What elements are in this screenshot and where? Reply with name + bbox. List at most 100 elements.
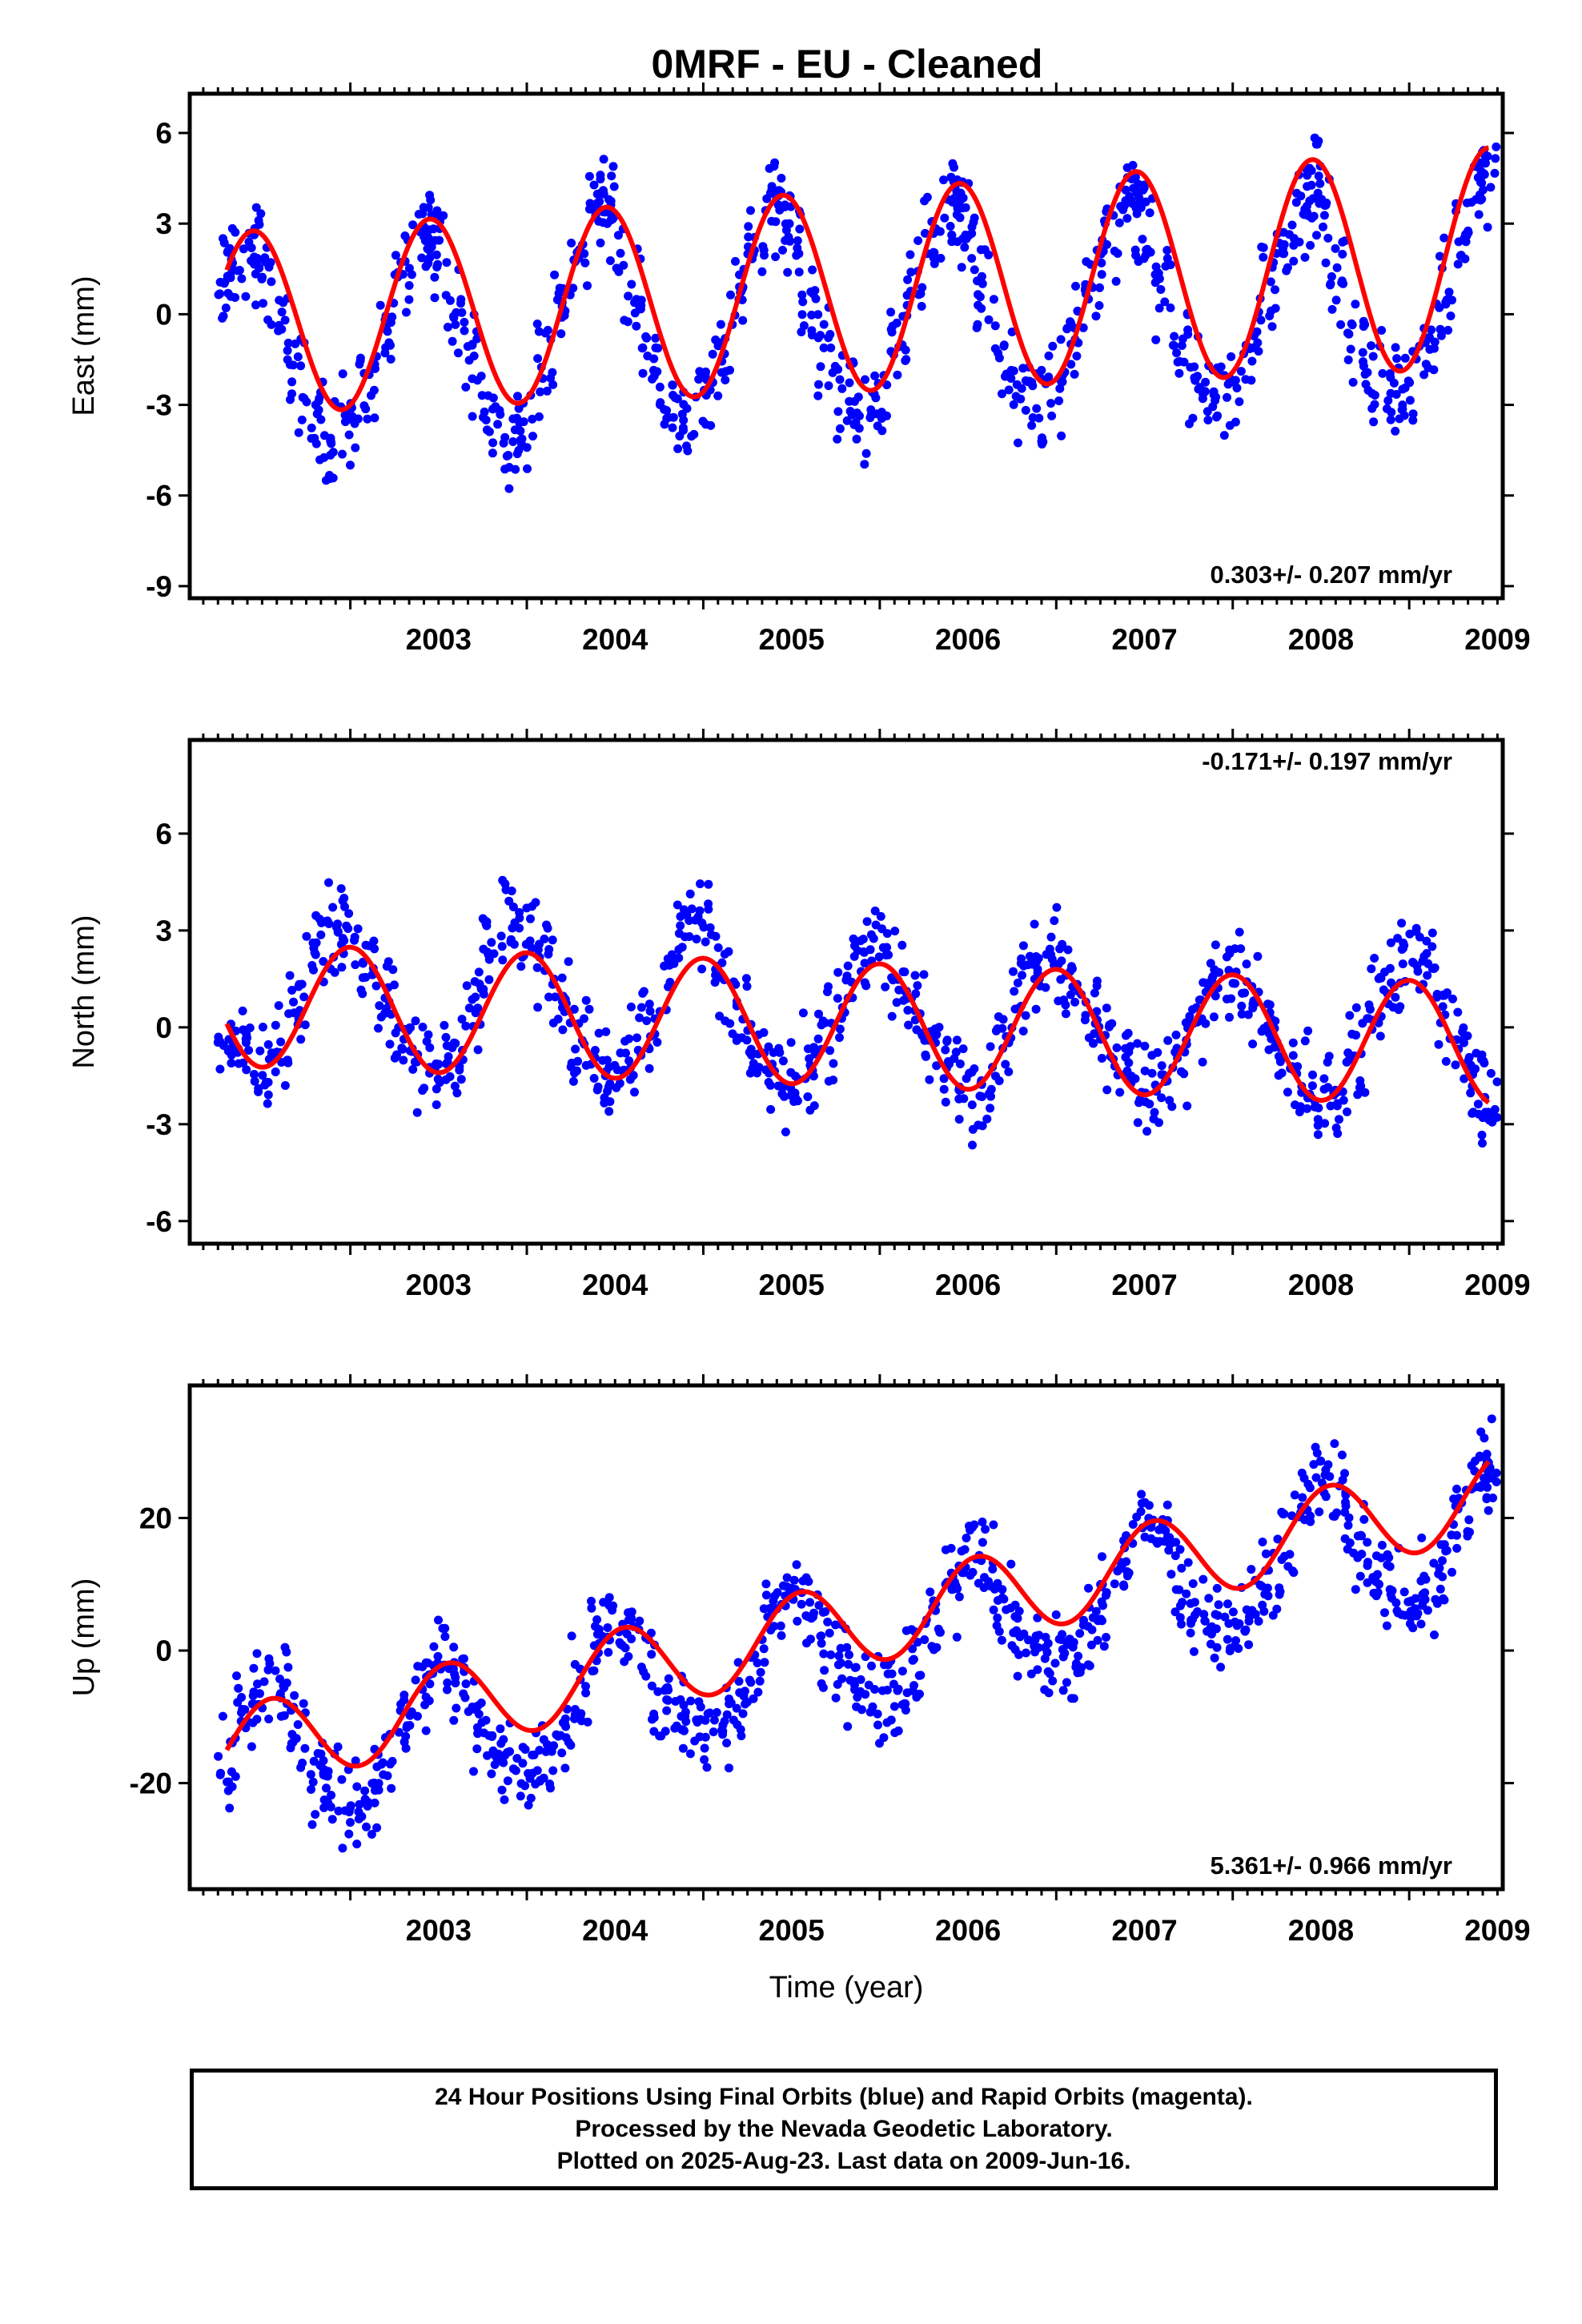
- data-point: [1367, 388, 1377, 398]
- data-point: [1098, 1552, 1106, 1562]
- data-point: [1419, 370, 1429, 380]
- data-point: [580, 258, 590, 267]
- data-point: [1439, 991, 1449, 1000]
- data-point: [947, 231, 957, 240]
- data-point: [814, 380, 823, 389]
- data-point: [342, 921, 351, 931]
- data-point: [888, 975, 897, 985]
- data-point: [247, 1742, 256, 1751]
- data-point: [791, 1072, 800, 1081]
- data-point: [835, 424, 845, 433]
- data-point: [1102, 1085, 1112, 1095]
- data-point: [1261, 1549, 1271, 1558]
- east-panel: 2003 2004 2005 2006 2007 2008 2009 -9 -6 -3 0 3 6 Eas…: [67, 82, 1531, 656]
- data-point: [1001, 1059, 1010, 1069]
- data-point: [1247, 1565, 1256, 1574]
- data-point: [990, 344, 1000, 353]
- data-point: [1363, 1561, 1372, 1570]
- data-point: [1211, 940, 1220, 950]
- data-point: [258, 1071, 267, 1080]
- data-point: [1459, 1023, 1468, 1032]
- data-point: [1171, 1030, 1181, 1039]
- data-point: [831, 1620, 840, 1630]
- data-point: [1477, 1130, 1487, 1140]
- data-point: [1054, 996, 1063, 1006]
- east-frame: [187, 91, 1505, 601]
- data-point: [1010, 987, 1019, 996]
- data-point: [571, 1044, 580, 1054]
- data-point: [817, 1638, 826, 1648]
- data-point: [819, 320, 829, 329]
- data-point: [615, 1079, 624, 1088]
- data-point: [417, 253, 427, 263]
- data-point: [1174, 368, 1184, 378]
- data-point: [761, 1590, 771, 1600]
- data-point: [242, 1065, 251, 1075]
- y-axis-label: Up (mm): [67, 1578, 101, 1697]
- data-point: [1170, 332, 1179, 341]
- data-point: [263, 1099, 272, 1108]
- data-point: [552, 295, 562, 304]
- data-point: [954, 1592, 964, 1602]
- data-point: [468, 412, 477, 421]
- data-point: [1331, 296, 1341, 305]
- data-point: [333, 927, 343, 936]
- data-point: [344, 909, 354, 919]
- data-point: [1391, 992, 1400, 1002]
- data-point: [818, 1683, 828, 1692]
- data-point: [1220, 1612, 1230, 1622]
- data-point: [476, 372, 486, 381]
- data-point: [786, 1038, 796, 1047]
- data-point: [1134, 192, 1143, 202]
- data-point: [668, 423, 677, 432]
- data-point: [850, 1685, 859, 1695]
- data-point: [823, 1617, 833, 1626]
- data-point: [1391, 390, 1401, 399]
- data-point: [1436, 1540, 1446, 1550]
- data-point: [1410, 1604, 1419, 1614]
- data-point: [1434, 1039, 1443, 1049]
- data-point: [717, 368, 726, 377]
- data-point: [1046, 932, 1056, 942]
- data-point: [1488, 1494, 1498, 1502]
- data-point: [711, 931, 721, 941]
- data-point: [535, 1746, 544, 1755]
- data-point: [1070, 369, 1079, 379]
- data-point: [1400, 383, 1410, 392]
- data-point: [988, 1564, 998, 1574]
- data-point: [499, 1758, 508, 1767]
- data-point: [603, 1623, 612, 1632]
- data-point: [809, 1101, 819, 1111]
- data-point: [804, 1577, 813, 1586]
- data-point: [520, 1781, 530, 1791]
- data-point: [1028, 413, 1038, 422]
- data-point: [334, 1806, 343, 1815]
- data-point: [350, 932, 359, 942]
- data-point: [826, 343, 836, 352]
- data-point: [1355, 1083, 1364, 1092]
- data-point: [1018, 364, 1028, 373]
- y-tick-label: 20: [139, 1502, 172, 1535]
- data-point: [781, 1128, 790, 1136]
- data-point: [852, 434, 861, 444]
- data-point: [541, 1747, 551, 1756]
- data-point: [1224, 966, 1234, 975]
- data-point: [894, 985, 904, 995]
- data-point: [1490, 1104, 1500, 1114]
- data-point: [476, 1699, 486, 1707]
- data-point: [605, 256, 615, 265]
- data-point: [1006, 1559, 1016, 1569]
- data-point: [887, 1669, 897, 1679]
- data-point: [1491, 154, 1500, 163]
- data-point: [1391, 426, 1400, 436]
- data-point: [742, 982, 752, 991]
- data-point: [1483, 223, 1492, 232]
- data-point: [748, 1063, 757, 1073]
- data-point: [528, 414, 537, 424]
- data-point: [561, 1722, 571, 1731]
- data-point: [1149, 1114, 1158, 1124]
- data-point: [542, 920, 551, 930]
- data-point: [503, 1776, 512, 1786]
- data-point: [418, 1086, 428, 1096]
- data-point: [544, 992, 553, 1002]
